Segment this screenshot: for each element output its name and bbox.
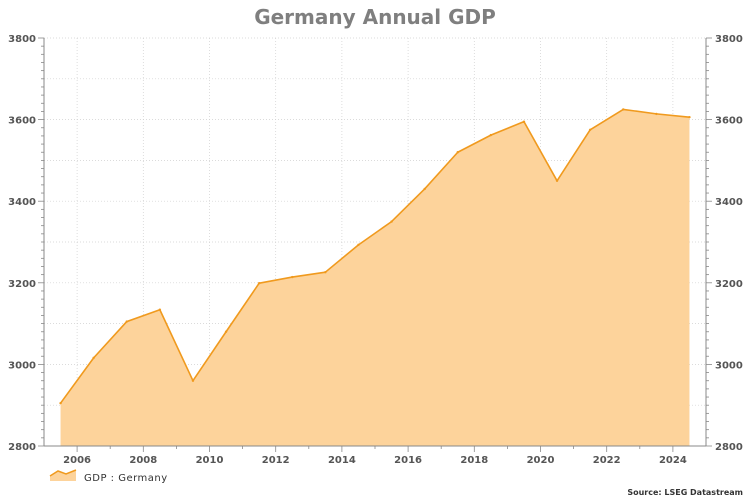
gdp-data-point (125, 320, 128, 323)
x-tick-label: 2010 (196, 455, 224, 466)
x-tick-label: 2022 (593, 455, 621, 466)
gdp-data-point (456, 151, 459, 154)
x-tick-label: 2016 (394, 455, 422, 466)
x-tick-label: 2006 (63, 455, 91, 466)
chart-title: Germany Annual GDP (254, 5, 496, 29)
y-tick-label-right: 3000 (715, 360, 743, 371)
gdp-data-point (423, 187, 426, 191)
y-tick-label-left: 3000 (8, 360, 36, 371)
gdp-data-point (655, 112, 658, 116)
plot-area (59, 108, 691, 447)
gdp-data-point (257, 282, 261, 285)
gdp-data-point (555, 179, 559, 182)
gdp-data-point (489, 133, 493, 137)
y-tick-label-left: 3600 (8, 116, 36, 127)
y-tick-label-left: 3200 (8, 279, 36, 290)
x-tick-label: 2020 (527, 455, 555, 466)
gdp-data-point (291, 275, 294, 279)
gdp-data-point (224, 330, 228, 333)
y-tick-label-left: 3400 (8, 197, 36, 208)
gdp-data-point (522, 120, 526, 123)
y-tick-label-right: 3800 (715, 34, 743, 45)
gdp-data-point (357, 243, 360, 247)
source-note: Source: LSEG Datastream (627, 488, 743, 497)
gdp-data-point (59, 401, 62, 405)
gdp-data-point (390, 220, 393, 223)
y-tick-label-left: 2800 (8, 442, 36, 453)
gdp-data-point (622, 108, 625, 111)
x-tick-label: 2024 (659, 455, 687, 466)
y-tick-label-right: 2800 (715, 442, 743, 453)
gdp-area-fill (60, 109, 690, 447)
y-tick-label-right: 3200 (715, 279, 743, 290)
legend: GDP : Germany (49, 469, 168, 484)
gdp-data-point (688, 115, 691, 119)
x-tick-label: 2012 (262, 455, 290, 466)
legend-label: GDP : Germany (84, 473, 168, 484)
x-tick-label: 2014 (328, 455, 356, 466)
gdp-data-point (158, 308, 162, 311)
gdp-data-point (191, 379, 195, 382)
y-tick-label-right: 3400 (715, 197, 743, 208)
y-tick-label-left: 3800 (8, 34, 36, 45)
y-tick-label-right: 3600 (715, 116, 743, 127)
x-tick-label: 2008 (129, 455, 157, 466)
gdp-data-point (92, 356, 95, 360)
gdp-data-point (324, 270, 327, 274)
x-tick-label: 2018 (460, 455, 488, 466)
gdp-series-line (59, 108, 690, 404)
axes: 2800 3000 3200 3400 3600 3800 2800 3000 3200 3400… (8, 34, 743, 466)
gdp-data-point (588, 128, 592, 131)
legend-swatch-line (49, 469, 77, 477)
